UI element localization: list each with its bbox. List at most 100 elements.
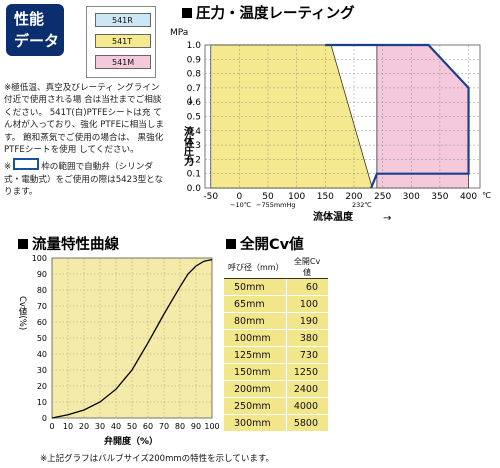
flow-y-tick-label: 60 [37, 318, 47, 327]
automation-range-outline [325, 43, 470, 189]
cv-table-row: 150mm 1250 [224, 363, 328, 381]
y-tick-label: 1.0 [187, 41, 202, 51]
size-column-header: 呼び径（mm） [224, 256, 287, 279]
x-axis-arrow: → [383, 213, 391, 224]
usage-notes: ※極低温、真空及びレーティ ングライン付近で使用される場 合は当社までご相談くだ… [4, 82, 166, 199]
x-tick-label: 150 [317, 192, 334, 202]
x-tick-label: 0 [237, 192, 243, 202]
temp-232-note: 232℃ [352, 201, 372, 209]
cv-size-cell: 300mm [224, 414, 287, 432]
cv-table-row: 300mm 5800 [224, 414, 328, 432]
flow-chart-title: 流量特性曲線 [18, 233, 119, 254]
cv-value-cell: 4000 [285, 397, 328, 415]
cv-value-cell: 100 [285, 295, 328, 313]
flow-y-tick-label: 10 [37, 398, 47, 407]
y-tick-label: 0.9 [187, 55, 202, 65]
flow-x-tick-label: 40 [111, 422, 121, 431]
vacuum-note: −755mmHg [256, 201, 296, 209]
badge-line1: 性能 [14, 10, 45, 28]
y-tick-label: 0.2 [187, 155, 201, 165]
x-tick-label: 350 [431, 192, 448, 202]
y-tick-label: 0.1 [187, 170, 201, 180]
cv-table-row: 125mm 730 [224, 346, 328, 364]
cv-value-cell: 1250 [285, 363, 328, 381]
flow-x-tick-label: 80 [175, 422, 185, 431]
x-tick-label: 200 [345, 192, 362, 202]
flow-y-tick-label: 40 [37, 350, 47, 359]
legend-item-541r: 541R [95, 13, 151, 27]
flow-y-axis-label: Cv値(%) [17, 296, 27, 330]
flow-x-tick-label: 100 [204, 422, 219, 431]
x-tick-label: 400 [460, 192, 477, 202]
cv-value-cell: 2400 [285, 380, 328, 398]
y-tick-label: 0.0 [187, 184, 202, 194]
y-unit-label: MPa [170, 28, 188, 38]
x-tick-label: 250 [374, 192, 391, 202]
performance-data-badge: 性能 データ [6, 4, 64, 56]
flow-y-tick-label: 50 [37, 334, 47, 343]
cv-column-header: 全開Cv値 [286, 256, 328, 279]
x-axis-label: 流体温度 [313, 210, 354, 223]
cv-size-cell: 200mm [224, 380, 287, 398]
flow-y-tick-label: 20 [37, 382, 47, 391]
cv-table-row: 100mm 380 [224, 329, 328, 347]
cv-table-row: 200mm 2400 [224, 380, 328, 398]
x-tick-label: 300 [403, 192, 420, 202]
cv-table: 呼び径（mm） 全開Cv値 50mm 60 65mm 100 80mm 190 100mm 3… [224, 256, 328, 432]
cv-table-row: 250mm 4000 [224, 397, 328, 415]
pressure-chart-title: 圧力・温度レーティング [182, 2, 355, 23]
cv-table-title: 全開Cv値 [226, 233, 304, 254]
low-temp-note: −10℃ [230, 201, 251, 209]
badge-line2: データ [14, 32, 60, 50]
note-1: ※極低温、真空及びレーティ ングライン付近で使用される場 合は当社までご相談くだ… [4, 83, 165, 156]
cv-table-row: 65mm 100 [224, 295, 328, 313]
x-tick-label: 100 [288, 192, 305, 202]
series-legend: 541R 541T 541M [86, 6, 156, 78]
y-axis-label: 流体圧力 [182, 125, 194, 167]
legend-item-541m: 541M [95, 55, 151, 69]
y-tick-label: 0.8 [187, 70, 202, 80]
flow-curve [51, 258, 213, 419]
legend-item-541t: 541T [95, 34, 151, 48]
flow-x-axis-label: 弁開度（%） [104, 435, 158, 447]
flow-x-tick-label: 90 [191, 422, 201, 431]
y-tick-label: 0.7 [187, 84, 201, 94]
flow-y-tick-label: 90 [37, 270, 47, 279]
y-tick-label: 0.5 [187, 113, 201, 123]
blue-frame-icon [13, 158, 40, 171]
x-tick-label: -50 [203, 192, 218, 202]
cv-size-cell: 80mm [224, 312, 287, 330]
graph-footnote: ※上記グラフはバルブサイズ200mmの特性を示しています。 [40, 454, 275, 464]
cv-table-header: 呼び径（mm） 全開Cv値 [224, 256, 328, 279]
flow-x-tick-label: 70 [159, 422, 169, 431]
cv-size-cell: 65mm [224, 295, 287, 313]
cv-table-row: 80mm 190 [224, 312, 328, 330]
flow-x-tick-label: 30 [95, 422, 105, 431]
y-axis-arrow: → [185, 96, 196, 104]
flow-x-tick-label: 10 [63, 422, 73, 431]
cv-size-cell: 250mm [224, 397, 287, 415]
x-tick-label: 50 [262, 192, 274, 202]
flow-y-tick-label: 30 [37, 366, 47, 375]
y-tick-label: 0.4 [187, 127, 202, 137]
flow-y-tick-label: 70 [37, 302, 47, 311]
cv-size-cell: 125mm [224, 346, 287, 364]
cv-value-cell: 190 [285, 312, 328, 330]
flow-x-tick-label: 20 [79, 422, 89, 431]
cv-size-cell: 50mm [224, 278, 287, 296]
note-2: ※ 枠の範囲で自動弁（シリンダ式・電動式）をご使用の際は5423型となります。 [4, 158, 166, 198]
flow-plot-area [51, 257, 213, 419]
cv-size-cell: 150mm [224, 363, 287, 381]
pressure-temperature-chart: MPa 0.0 0.1 0.2 0.3 0.4 0.5 0.6 0.7 0.8 0.9 1.0 -5… [170, 28, 491, 224]
cv-table-row: 50mm 60 [224, 278, 328, 296]
cv-value-cell: 730 [285, 346, 328, 364]
flow-x-tick-label: 60 [143, 422, 153, 431]
flow-x-tick-label: 50 [127, 422, 137, 431]
flow-x-tick-label: 0 [49, 422, 54, 431]
x-unit-label: ℃ [482, 191, 491, 200]
flow-y-tick-label: 80 [37, 286, 47, 295]
y-tick-label: 0.3 [187, 141, 201, 151]
cv-value-cell: 5800 [285, 414, 328, 432]
cv-size-cell: 100mm [224, 329, 287, 347]
